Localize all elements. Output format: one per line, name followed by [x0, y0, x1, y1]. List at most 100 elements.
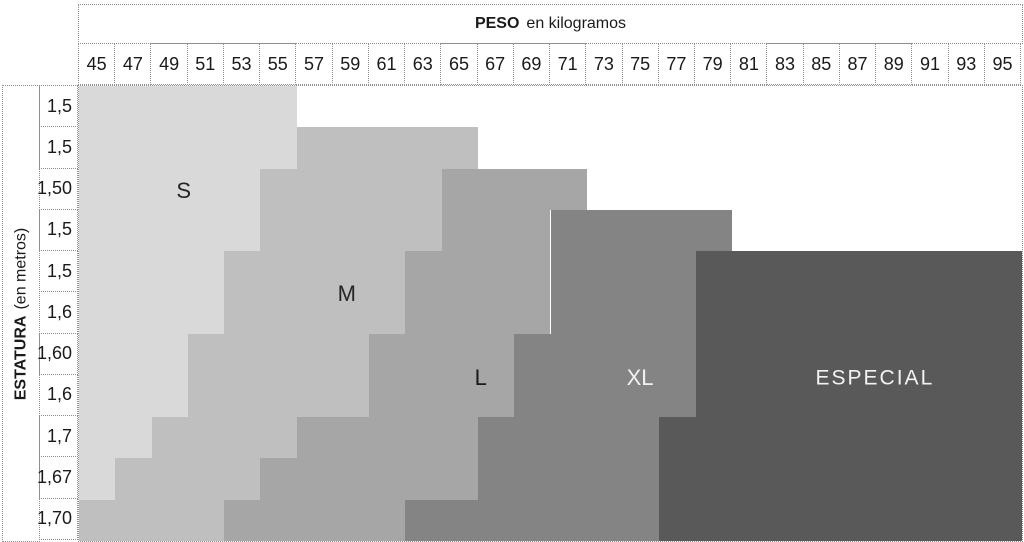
weight-tick-65: 65	[440, 43, 478, 85]
region-XL-row-8	[514, 375, 696, 418]
region-ESPECIAL-row-5	[695, 251, 1022, 294]
region-S-row-1	[79, 86, 297, 128]
height-tick-row-11: 1,70	[37, 497, 78, 540]
chart-row-5	[79, 251, 1022, 294]
weight-tick-89: 89	[875, 43, 913, 85]
height-tick-row-9: 1,7	[39, 415, 78, 458]
weight-tick-91: 91	[911, 43, 949, 85]
height-tick-row-10: 1,67	[37, 456, 78, 499]
weight-tick-95: 95	[983, 43, 1022, 85]
height-tick-row-2: 1,5	[39, 126, 78, 169]
height-tick-row-6: 1,6	[39, 291, 78, 334]
region-ESPECIAL-row-11	[659, 499, 1022, 542]
region-M-row-9	[151, 416, 297, 459]
weight-tick-61: 61	[367, 43, 406, 85]
region-ESPECIAL-row-10	[659, 458, 1022, 500]
estatura-axis-title: ESTATURA	[12, 315, 29, 400]
region-M-row-10	[115, 458, 261, 500]
region-XL-row-11	[405, 499, 660, 542]
chart-row-11	[79, 499, 1022, 542]
chart-row-2	[79, 127, 1022, 170]
height-tick-row-5: 1,5	[39, 250, 78, 293]
chart-row-9	[79, 416, 1022, 459]
region-M-row-5	[224, 251, 406, 294]
region-S-row-5	[79, 251, 225, 294]
size-label-XL: XL	[626, 365, 654, 391]
region-S-row-10	[79, 458, 116, 500]
chart-row-1	[79, 86, 1022, 128]
region-S-row-4	[79, 210, 261, 252]
height-tick-row-4: 1,5	[39, 208, 78, 252]
region-M-row-7	[187, 334, 370, 376]
region-S-row-6	[79, 292, 225, 335]
height-tick-row-7: 1,60	[37, 332, 78, 375]
chart-plot-area: S M L XL ESPECIAL	[78, 85, 1023, 542]
weight-tick-87: 87	[838, 43, 877, 85]
weight-tick-79: 79	[693, 43, 732, 85]
weight-tick-55: 55	[259, 43, 297, 85]
height-tick-row-3: 1,50	[37, 167, 78, 210]
region-L-row-6	[405, 292, 551, 335]
region-M-row-8	[187, 375, 370, 418]
region-L-row-11	[224, 499, 406, 542]
weight-tick-67: 67	[476, 43, 514, 85]
region-ESPECIAL-row-9	[659, 416, 1022, 459]
region-ESPECIAL-row-8	[695, 375, 1022, 418]
region-L-row-10	[260, 458, 478, 500]
weight-tick-83: 83	[766, 43, 804, 85]
region-XL-row-7	[514, 334, 696, 376]
region-M-row-6	[224, 292, 406, 335]
region-ESPECIAL-row-7	[695, 334, 1022, 376]
weight-tick-53: 53	[222, 43, 261, 85]
region-S-row-9	[79, 416, 152, 459]
peso-axis-header: PESO en kilogramos	[78, 4, 1023, 44]
estatura-axis-label: ESTATURA (en metros)	[12, 227, 30, 400]
chart-row-7	[79, 334, 1022, 376]
size-label-M: M	[337, 281, 356, 307]
weight-tick-47: 47	[114, 43, 152, 85]
size-label-ESPECIAL: ESPECIAL	[815, 366, 935, 390]
region-S-row-7	[79, 334, 188, 376]
region-L-row-5	[405, 251, 551, 294]
region-XL-row-10	[477, 458, 660, 500]
region-M-row-4	[260, 210, 442, 252]
weight-tick-71: 71	[549, 43, 587, 85]
region-S-row-3	[79, 168, 261, 211]
size-label-S: S	[176, 177, 192, 203]
weight-tick-row: 45 47 49 51 53 55 57 59 61 63 65 67 69 71 73 75 77 79 81 83…	[78, 43, 1022, 85]
region-M-row-2	[296, 127, 478, 170]
peso-axis-title: PESO	[474, 15, 520, 32]
region-L-row-4	[441, 210, 551, 252]
chart-row-10	[79, 458, 1022, 500]
weight-tick-77: 77	[657, 43, 695, 85]
estatura-axis-header: ESTATURA (en metros)	[2, 85, 40, 542]
peso-axis-units: en kilogramos	[526, 15, 627, 32]
region-L-row-8	[369, 375, 515, 418]
weight-tick-75: 75	[621, 43, 659, 85]
chart-row-4	[79, 210, 1022, 252]
chart-row-6	[79, 292, 1022, 335]
region-XL-row-4	[550, 210, 732, 252]
weight-tick-73: 73	[585, 43, 623, 85]
chart-row-3	[79, 168, 1022, 211]
height-tick-row-1: 1,5	[39, 85, 78, 128]
weight-tick-85: 85	[802, 43, 840, 85]
region-ESPECIAL-row-6	[695, 292, 1022, 335]
weight-tick-93: 93	[947, 43, 985, 85]
weight-tick-57: 57	[295, 43, 333, 85]
weight-tick-45: 45	[78, 43, 116, 85]
region-XL-row-9	[477, 416, 660, 459]
region-L-row-9	[296, 416, 478, 459]
region-XL-row-6	[550, 292, 696, 335]
region-S-row-8	[79, 375, 188, 418]
region-L-row-7	[369, 334, 515, 376]
weight-tick-69: 69	[512, 43, 551, 85]
region-L-row-3	[441, 168, 587, 211]
region-M-row-11	[79, 499, 225, 542]
weight-tick-81: 81	[730, 43, 768, 85]
estatura-axis-units: (en metros)	[12, 227, 29, 310]
height-tick-column: 1,5 1,5 1,50 1,5 1,5 1,6 1,60 1,6 1,7 1,67 1,70	[37, 85, 78, 540]
region-XL-row-5	[550, 251, 696, 294]
chart-row-8	[79, 375, 1022, 418]
